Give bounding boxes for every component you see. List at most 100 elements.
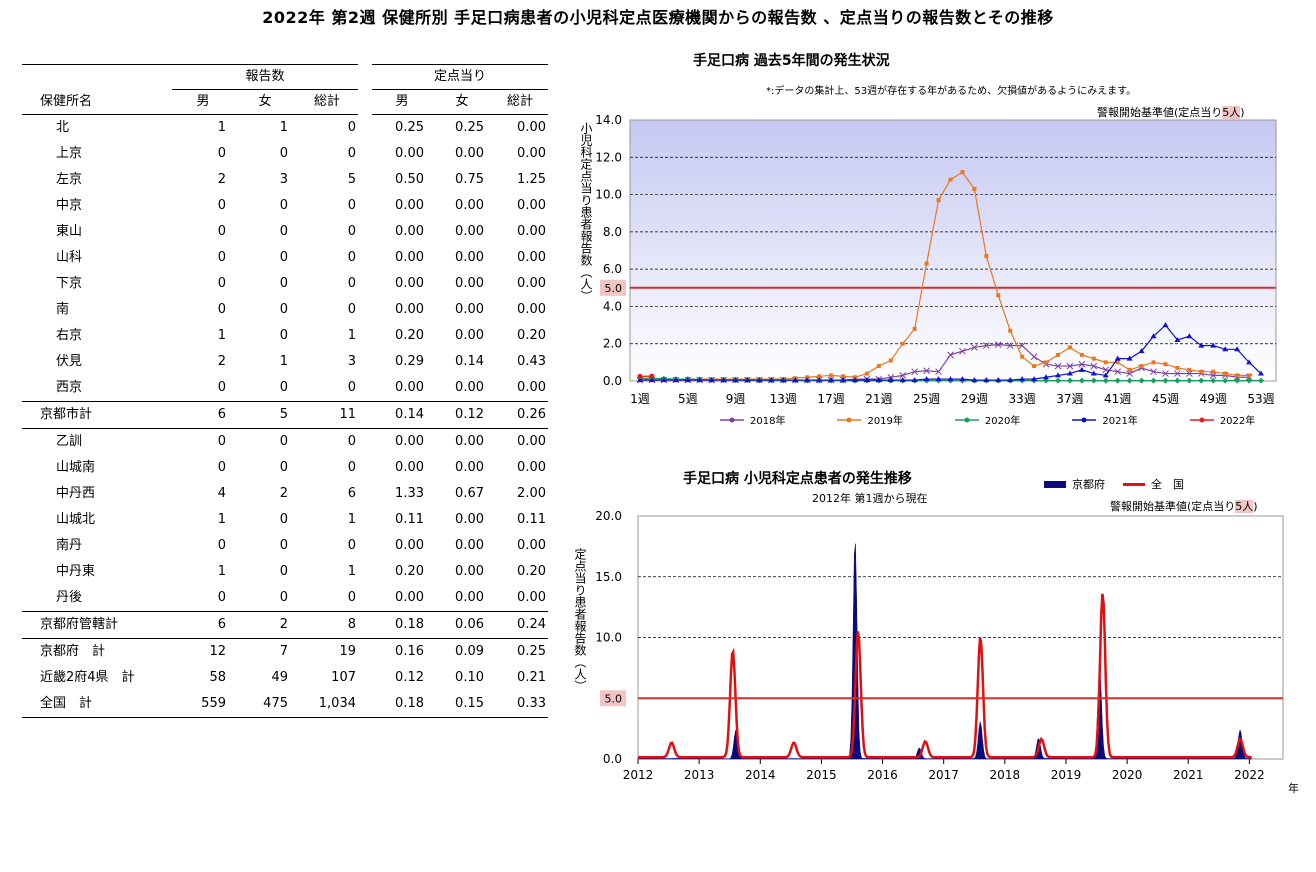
chart1-point [935,376,942,382]
chart1-point [648,376,656,384]
chart1-legend-swatch-marker [1081,417,1087,422]
chart1-point [1174,336,1181,342]
cell-female: 49 [271,670,288,685]
chart1-ytick-label: 14.0 [595,113,622,127]
chart1-point [888,358,893,363]
table-row: 右京 1 0 1 0.20 0.00 0.20 [22,323,548,349]
row-name: 全国 計 [22,691,172,718]
chart1-series-line [640,344,1250,381]
chart1-legend-label: 2018年 [750,416,786,427]
table-row: 中丹西 4 2 6 1.33 0.67 2.00 [22,481,548,507]
cell-female: 0 [279,276,288,291]
cell-per-female: 0.00 [455,276,484,291]
cell-per-female: 0.00 [455,538,484,553]
chart1-ytick-label: 6.0 [603,262,622,276]
chart1-xtick-label: 1週 [630,392,650,406]
cell-female: 0 [279,302,288,317]
cell-gap [358,375,372,402]
chart1-point [660,376,668,384]
cell-female: 1 [279,354,288,369]
chart1-point [637,375,643,382]
chart1-legend-swatch [720,417,744,422]
chart1-point [959,377,966,384]
cell-per-male: 0.18 [372,691,432,718]
chart1-point [1043,377,1050,384]
chart1-point [972,186,977,191]
chart1-point [923,367,930,375]
cell-per-female: 0.06 [432,611,492,639]
chart1-point [841,374,846,379]
chart1-point [744,376,751,384]
cell-per-total: 1.25 [517,172,546,187]
chart1-point [1030,353,1038,361]
group-header-reports: 報告数 [172,64,358,90]
chart1-point [696,376,703,383]
chart1-point [971,344,978,351]
chart2-alert-prefix: 警報開始基準値(定点当り [1110,500,1236,513]
report-table: 報告数 定点当り 保健所名 男 女 総計 男 女 総計 北 1 1 0 0.25 0.25… [22,64,548,718]
chart1-point [817,374,822,379]
cell-female: 0 [279,250,288,265]
cell-gap [358,167,372,193]
chart1-point [1175,365,1180,370]
col-header-male: 男 [172,89,234,115]
cell-total: 8 [296,611,358,639]
col-header-female: 女 [234,89,296,115]
chart1-point [829,373,834,378]
col-header-name: 保健所名 [22,89,172,115]
chart2-x-unit: 年 [1288,782,1299,795]
chart1-point [839,376,847,384]
cell-gap [358,533,372,559]
chart1-point [1114,368,1122,376]
cell-per-male: 0.25 [395,120,424,135]
cell-gap [358,559,372,585]
row-name: 中丹西 [56,486,96,501]
chart1-legend-item: 2018年 [720,412,785,427]
chart1-point [1139,364,1144,369]
chart2-national-line [638,593,1252,759]
chart1-ytick-label: 4.0 [603,299,622,313]
cell-per-total: 0.11 [517,512,546,527]
cell-per-female: 0.00 [455,302,484,317]
chart1-point [757,377,762,382]
cell-per-male: 0.00 [395,146,424,161]
cell-per-male: 0.00 [372,428,432,455]
cell-gap [358,141,372,167]
cell-total: 19 [296,638,358,665]
chart1-point [1090,370,1097,376]
chart1-point [673,377,678,382]
chart1-point [696,376,704,384]
chart2-legend-national-swatch [1123,482,1145,486]
chart1-point [984,254,989,259]
table-row: 西京 0 0 0 0.00 0.00 0.00 [22,375,548,402]
chart1-point [1006,342,1014,349]
chart1-alert-value: 5人 [1222,106,1241,119]
chart1-point [982,342,990,349]
cell-male: 6 [172,401,234,429]
cell-total: 0 [347,590,356,605]
cell-male: 6 [172,611,234,639]
chart1-point [792,377,799,384]
page-title: 2022年 第2週 保健所別 手足口病患者の小児科定点医療機関からの報告数 、定… [262,8,1054,27]
chart1-point [1198,377,1205,384]
cell-male: 0 [217,302,226,317]
chart1-point [1115,360,1120,365]
cell-total: 0 [347,146,356,161]
cell-per-total: 0.00 [517,538,546,553]
chart1-point [1258,370,1264,376]
chart1-point [875,375,883,383]
chart1-point [851,377,858,384]
chart2-legend-kyoto-label: 京都府 [1072,478,1105,491]
chart1-xtick-label: 45週 [1152,392,1179,406]
chart2-xtick-label: 2022 [1234,768,1265,782]
chart1-point [1211,369,1216,374]
cell-female: 5 [234,401,296,429]
cell-gap [358,349,372,375]
chart2-legend-kyoto: 京都府 [1044,476,1105,492]
chart1-point [935,377,942,384]
chart1-point [996,293,1001,298]
cell-per-total: 0.20 [517,564,546,579]
cell-total: 6 [347,486,356,501]
chart1-point [648,376,656,384]
chart1-legend: 2018年 2019年 2020年 2021年 2022年 [720,412,1255,427]
